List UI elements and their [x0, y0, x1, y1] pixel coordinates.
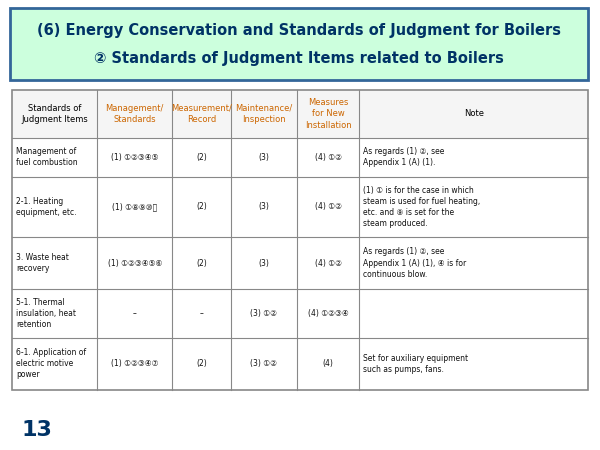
Text: (1) ①②③④⑤⑥: (1) ①②③④⑤⑥ [107, 259, 162, 268]
Text: Measures
for New
Installation: Measures for New Installation [305, 98, 352, 130]
Text: (4) ①②: (4) ①② [315, 153, 342, 162]
Bar [12, 90, 588, 138]
Text: ② Standards of Judgment Items related to Boilers: ② Standards of Judgment Items related to… [94, 50, 504, 66]
Text: 3. Waste heat
recovery: 3. Waste heat recovery [16, 253, 69, 273]
Text: (3): (3) [259, 202, 269, 211]
Text: Measurement/
Record: Measurement/ Record [171, 104, 232, 124]
Bar [12, 90, 588, 390]
Text: –: – [200, 309, 203, 318]
Text: Standards of
Judgment Items: Standards of Judgment Items [21, 104, 88, 124]
Text: (1) ①⑧⑨⑩⑪: (1) ①⑧⑨⑩⑪ [112, 202, 157, 211]
Text: (4) ①②: (4) ①② [315, 259, 342, 268]
Text: Set for auxiliary equipment
such as pumps, fans.: Set for auxiliary equipment such as pump… [364, 354, 469, 374]
Text: (2): (2) [196, 202, 207, 211]
Text: (3) ①②: (3) ①② [251, 360, 277, 369]
Text: As regards (1) ②, see
Appendix 1 (A) (1).: As regards (1) ②, see Appendix 1 (A) (1)… [364, 147, 445, 167]
Text: Management/
Standards: Management/ Standards [106, 104, 164, 124]
Text: 13: 13 [22, 420, 53, 440]
Text: (2): (2) [196, 259, 207, 268]
Bar [10, 8, 588, 80]
Text: (1) ①②③④⑤: (1) ①②③④⑤ [111, 153, 158, 162]
Text: –: – [133, 309, 137, 318]
Text: (4) ①②③④: (4) ①②③④ [308, 309, 349, 318]
Text: (6) Energy Conservation and Standards of Judgment for Boilers: (6) Energy Conservation and Standards of… [37, 22, 561, 37]
Text: Note: Note [464, 109, 484, 118]
Text: (3): (3) [259, 259, 269, 268]
Text: 2-1. Heating
equipment, etc.: 2-1. Heating equipment, etc. [16, 197, 77, 217]
Text: (2): (2) [196, 360, 207, 369]
Text: (3) ①②: (3) ①② [251, 309, 277, 318]
Text: (2): (2) [196, 153, 207, 162]
Text: 5-1. Thermal
insulation, heat
retention: 5-1. Thermal insulation, heat retention [16, 298, 76, 329]
Text: 6-1. Application of
electric motive
power: 6-1. Application of electric motive powe… [16, 348, 86, 379]
Text: Management of
fuel combustion: Management of fuel combustion [16, 147, 77, 167]
Text: (4): (4) [323, 360, 334, 369]
Text: Maintenance/
Inspection: Maintenance/ Inspection [235, 104, 293, 124]
Text: (4) ①②: (4) ①② [315, 202, 342, 211]
Text: (1) ① is for the case in which
steam is used for fuel heating,
etc. and ⑨ is set: (1) ① is for the case in which steam is … [364, 186, 481, 228]
Text: (1) ①②③④⑦: (1) ①②③④⑦ [111, 360, 158, 369]
Text: (3): (3) [259, 153, 269, 162]
Text: As regards (1) ②, see
Appendix 1 (A) (1), ④ is for
continuous blow.: As regards (1) ②, see Appendix 1 (A) (1)… [364, 248, 467, 279]
